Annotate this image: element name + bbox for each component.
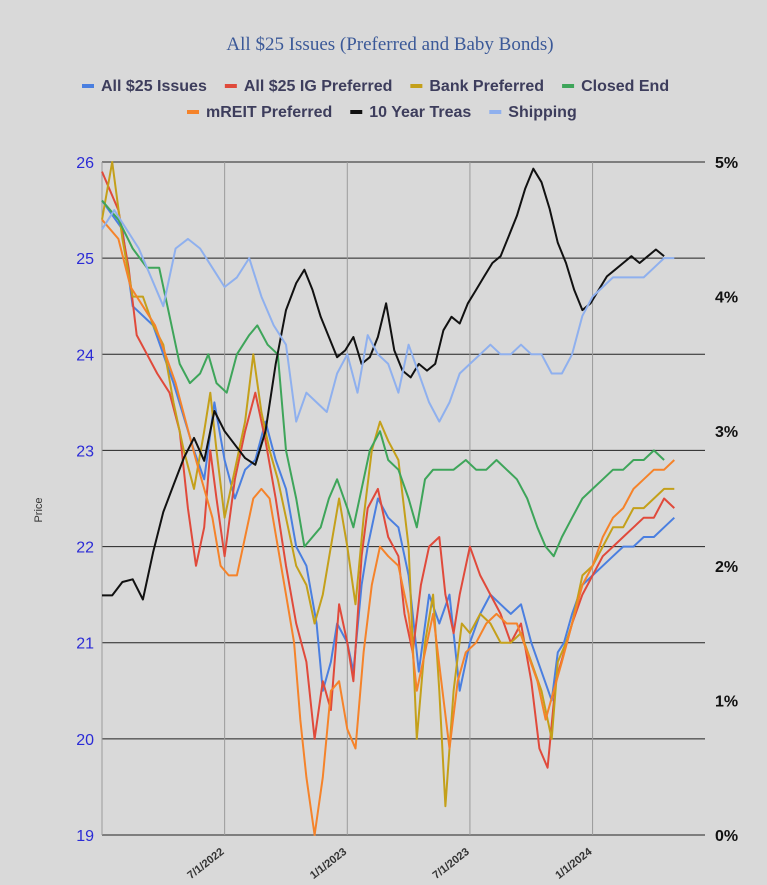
y-tick-label-right: 0% [715, 828, 738, 845]
y-tick-label-left: 22 [76, 540, 94, 557]
y-tick-label-right: 5% [715, 155, 738, 172]
y-tick-label-right: 1% [715, 693, 738, 710]
legend-entry: Closed End [581, 78, 669, 95]
y-tick-label-right: 4% [715, 290, 738, 307]
y-tick-label-left: 21 [76, 636, 94, 653]
chart-title: All $25 Issues (Preferred and Baby Bonds… [226, 34, 553, 55]
y-tick-label-left: 20 [76, 732, 94, 749]
y-tick-label-right: 2% [715, 559, 738, 576]
legend-entry: Shipping [508, 104, 576, 121]
series-layer [101, 161, 675, 836]
y-tick-label-left: 23 [76, 443, 94, 460]
grid [101, 161, 705, 836]
series-line-mreit-preferred [101, 219, 675, 836]
legend-entry: mREIT Preferred [206, 104, 332, 121]
y-tick-label-left: 25 [76, 251, 94, 268]
series-line-shipping [101, 209, 675, 423]
series-line-closed-end [101, 199, 665, 558]
legend-entry: 10 Year Treas [369, 104, 471, 121]
y-axis-label: Price [33, 497, 45, 522]
y-tick-label-right: 3% [715, 424, 738, 441]
legend-entry: Bank Preferred [429, 78, 544, 95]
y-tick-label-left: 19 [76, 828, 94, 845]
y-tick-label-left: 26 [76, 155, 94, 172]
legend: All $25 Issues All $25 IG Preferred Bank P… [82, 78, 669, 121]
legend-entry: All $25 Issues [101, 78, 207, 95]
y-tick-label-left: 24 [76, 347, 94, 364]
legend-entry: All $25 IG Preferred [244, 78, 393, 95]
